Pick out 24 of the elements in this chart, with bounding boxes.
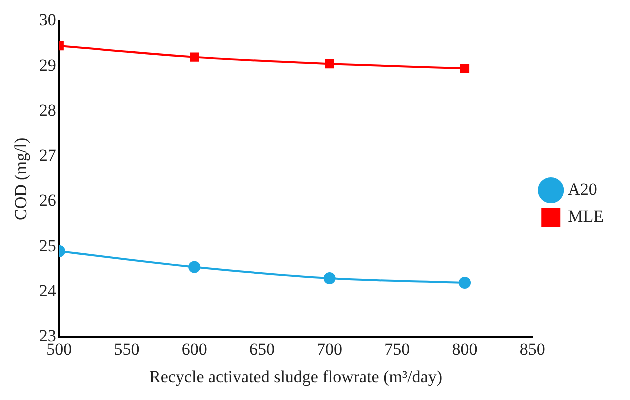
y-tick-label: 30 [39, 10, 56, 30]
x-tick-label: 700 [317, 340, 343, 359]
point [188, 261, 201, 274]
point [459, 277, 472, 290]
x-tick-label: 600 [182, 340, 208, 359]
point [190, 52, 200, 62]
y-tick-label: 28 [39, 100, 56, 120]
y-tick-label: 26 [39, 191, 56, 210]
point [325, 60, 334, 69]
y-tick-label: 25 [39, 236, 56, 256]
y-tick-label: 27 [39, 146, 57, 166]
x-tick-label: 800 [452, 340, 478, 359]
x-tick-label: 650 [249, 340, 275, 359]
point [324, 272, 336, 285]
x-tick-label: 850 [520, 340, 546, 359]
x-tick-label: 750 [384, 340, 410, 359]
y-axis-title: COD (mg/l) [12, 138, 31, 221]
y-tick-label: 29 [39, 56, 56, 75]
y-tick-label: 24 [39, 282, 57, 301]
x-tick-label: 550 [114, 340, 140, 359]
legend-label: MLE [568, 206, 604, 226]
point [460, 64, 470, 74]
legend-label: A20 [568, 180, 598, 199]
x-axis-title: Recycle activated sludge flowrate (m³/day) [149, 367, 443, 386]
